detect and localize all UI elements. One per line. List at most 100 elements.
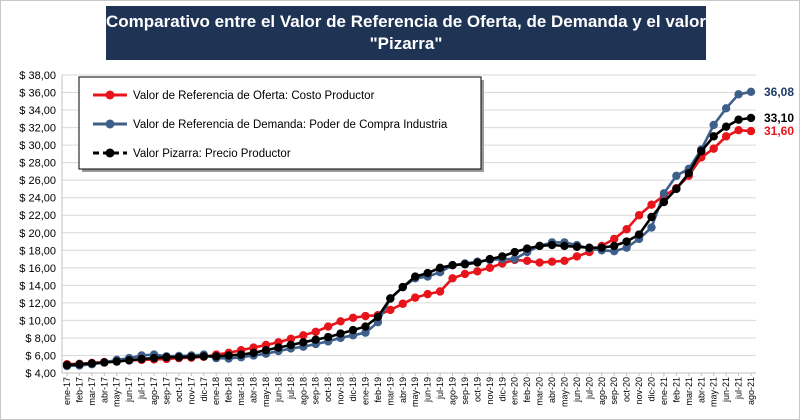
x-tick-label: jul-21 xyxy=(734,377,744,400)
data-point-s3 xyxy=(162,353,171,362)
data-point-s3 xyxy=(100,358,109,367)
x-tick-label: jun-21 xyxy=(721,377,731,403)
data-point-s3 xyxy=(323,332,333,342)
y-tick-label: $ 34,00 xyxy=(19,105,56,117)
data-point-s3 xyxy=(448,260,457,270)
x-tick-label: oct-18 xyxy=(323,377,333,402)
data-point-s1 xyxy=(299,331,308,340)
data-point-s3 xyxy=(709,132,718,141)
y-tick-label: $ 18,00 xyxy=(19,245,56,257)
data-point-s1 xyxy=(634,211,644,220)
x-tick-label: mar-20 xyxy=(535,377,545,406)
data-point-s1 xyxy=(721,132,731,141)
x-tick-label: may-17 xyxy=(112,377,122,407)
y-tick-label: $ 20,00 xyxy=(19,228,56,240)
y-tick-label: $ 32,00 xyxy=(19,123,56,135)
data-point-s3 xyxy=(199,352,208,361)
x-tick-label: ene-17 xyxy=(62,377,72,405)
y-tick-label: $ 4,00 xyxy=(25,368,56,380)
data-point-s3 xyxy=(585,243,594,252)
x-tick-label: ene-20 xyxy=(510,377,520,405)
data-point-s2 xyxy=(647,223,656,232)
data-point-s1 xyxy=(435,287,445,296)
y-tick-label: $ 16,00 xyxy=(19,263,56,275)
data-point-s2 xyxy=(659,189,669,198)
data-point-s2 xyxy=(709,120,718,130)
x-tick-label: ago-18 xyxy=(298,377,308,405)
data-point-s3 xyxy=(274,343,283,352)
y-tick-label: $ 6,00 xyxy=(25,350,56,362)
chart-title: Comparativo entre el Valor de Referencia… xyxy=(106,6,706,60)
data-point-s1 xyxy=(485,263,495,273)
data-point-s3 xyxy=(236,350,246,359)
data-point-s3 xyxy=(212,352,221,361)
data-point-s3 xyxy=(572,242,582,251)
data-point-s1 xyxy=(386,305,395,315)
x-tick-label: sep-17 xyxy=(161,377,171,405)
data-point-s1 xyxy=(547,257,557,266)
y-tick-label: $ 12,00 xyxy=(19,298,56,310)
data-point-s1 xyxy=(473,267,482,276)
y-tick-label: $ 22,00 xyxy=(19,210,56,222)
data-point-s3 xyxy=(311,335,320,344)
data-point-s3 xyxy=(286,340,296,350)
x-tick-label: jul-17 xyxy=(137,377,147,400)
y-tick-label: $ 14,00 xyxy=(19,280,56,292)
data-point-s3 xyxy=(336,329,345,338)
x-tick-label: nov-20 xyxy=(634,377,644,405)
x-tick-label: nov-18 xyxy=(336,377,346,405)
y-tick-label: $ 26,00 xyxy=(19,175,56,187)
end-label-pizarra: 33,10 xyxy=(764,111,794,125)
data-point-s2 xyxy=(746,87,756,97)
data-point-s3 xyxy=(435,263,445,273)
x-tick-label: feb-17 xyxy=(74,377,84,403)
x-tick-label: ene-21 xyxy=(659,377,669,405)
data-point-s3 xyxy=(62,360,72,370)
end-label-demanda: 36,08 xyxy=(764,85,794,99)
x-tick-label: jul-20 xyxy=(584,377,594,400)
data-point-s3 xyxy=(137,354,146,364)
data-point-s3 xyxy=(734,115,743,124)
data-point-s2 xyxy=(734,90,743,99)
y-tick-label: $ 28,00 xyxy=(19,158,56,170)
data-point-s3 xyxy=(224,351,233,360)
data-point-s1 xyxy=(622,225,631,234)
data-point-s2 xyxy=(361,328,370,337)
data-point-s1 xyxy=(460,269,470,279)
data-point-s1 xyxy=(647,200,656,209)
x-tick-label: nov-17 xyxy=(186,377,196,405)
x-tick-label: jul-18 xyxy=(286,377,296,400)
data-point-s2 xyxy=(721,104,731,113)
x-tick-label: jun-19 xyxy=(423,377,433,403)
x-tick-label: feb-18 xyxy=(224,377,234,403)
x-tick-label: mar-18 xyxy=(236,377,246,406)
y-tick-label: $ 38,00 xyxy=(19,70,56,82)
x-tick-label: ene-19 xyxy=(360,377,370,405)
data-point-s1 xyxy=(709,144,718,153)
x-tick-label: dic-18 xyxy=(348,377,358,402)
data-point-s2 xyxy=(672,171,681,180)
data-point-s3 xyxy=(597,243,606,252)
x-tick-label: ago-21 xyxy=(746,377,756,405)
x-tick-label: ene-18 xyxy=(211,377,221,405)
x-tick-label: mar-21 xyxy=(684,377,694,406)
chart-title-line-1: Comparativo entre el Valor de Referencia… xyxy=(106,12,706,31)
data-point-s3 xyxy=(684,168,694,178)
data-point-s3 xyxy=(535,241,544,251)
x-tick-label: abr-17 xyxy=(99,377,109,403)
x-tick-label: jul-19 xyxy=(435,377,445,400)
x-tick-label: oct-19 xyxy=(472,377,482,402)
data-point-s3 xyxy=(460,260,470,269)
x-tick-label: sep-20 xyxy=(609,377,619,405)
x-tick-label: may-21 xyxy=(709,377,719,407)
legend-label-1: Valor de Referencia de Oferta: Costo Pro… xyxy=(133,90,375,102)
data-point-s3 xyxy=(124,356,134,365)
legend-label-2: Valor de Referencia de Demanda: Poder de… xyxy=(133,119,448,131)
x-tick-label: feb-21 xyxy=(671,377,681,403)
x-tick-label: sep-18 xyxy=(311,377,321,405)
data-point-s3 xyxy=(622,237,631,246)
data-point-s3 xyxy=(547,240,557,250)
data-point-s3 xyxy=(498,252,507,261)
data-point-s3 xyxy=(149,353,159,363)
data-point-s3 xyxy=(697,147,706,156)
